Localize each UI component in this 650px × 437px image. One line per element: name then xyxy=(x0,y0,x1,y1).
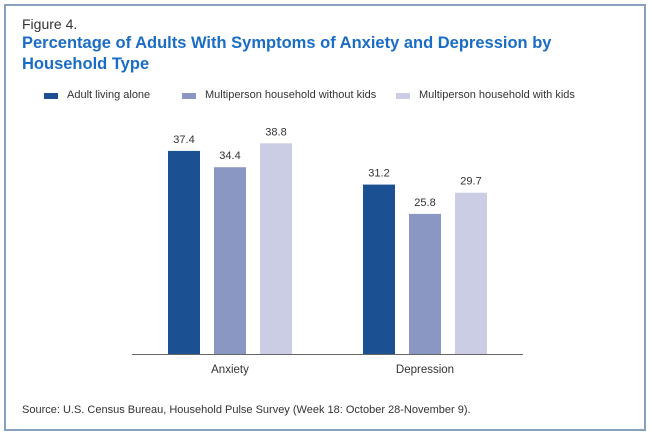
data-label: 31.2 xyxy=(368,168,389,180)
legend-swatch xyxy=(44,93,58,99)
chart-title: Percentage of Adults With Symptoms of An… xyxy=(22,34,552,73)
category-label: Anxiety xyxy=(211,364,249,376)
bar-depression-series-2 xyxy=(409,213,441,354)
category-label: Depression xyxy=(396,364,454,376)
figure-label: Figure 4. xyxy=(22,16,78,32)
source-note: Source: U.S. Census Bureau, Household Pu… xyxy=(22,404,471,416)
data-label: 34.4 xyxy=(219,150,240,162)
bar-anxiety-series-2 xyxy=(214,167,246,354)
figure-frame xyxy=(4,4,646,431)
bar-depression-series-1 xyxy=(363,184,395,354)
legend-swatch xyxy=(396,93,410,99)
data-label: 25.8 xyxy=(414,197,435,209)
bar-anxiety-series-3 xyxy=(260,143,292,354)
data-label: 37.4 xyxy=(173,134,194,146)
legend-swatch xyxy=(182,93,196,99)
bar-depression-series-3 xyxy=(455,192,487,354)
bar-anxiety-series-1 xyxy=(168,150,200,354)
legend-label: Multiperson household without kids xyxy=(205,89,377,101)
legend-label: Multiperson household with kids xyxy=(419,89,575,101)
data-label: 38.8 xyxy=(265,126,286,138)
data-label: 29.7 xyxy=(460,176,481,188)
legend-label: Adult living alone xyxy=(67,89,151,101)
